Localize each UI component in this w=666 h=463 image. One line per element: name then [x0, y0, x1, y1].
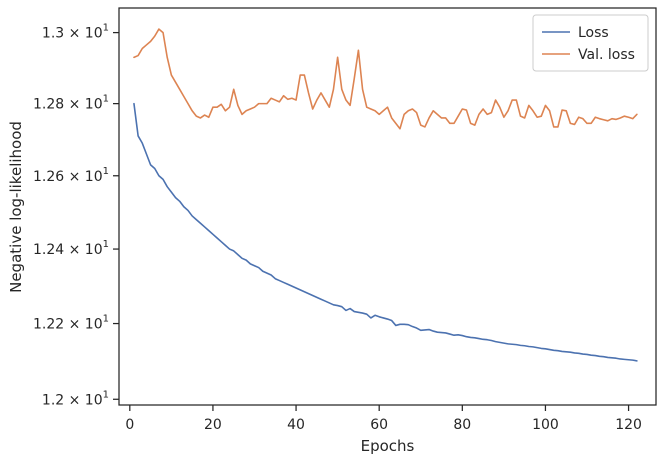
x-tick-label: 60: [370, 417, 388, 433]
plot-frame: [118, 7, 657, 406]
x-tick-label: 0: [125, 417, 134, 433]
y-tick-label: 1.2 × 101: [42, 389, 109, 408]
y-tick-label: 1.22 × 101: [33, 314, 109, 333]
plot-area: [119, 8, 656, 405]
x-tick-label: 100: [532, 417, 559, 433]
legend-box: [532, 14, 649, 72]
y-tick-label: 1.26 × 101: [33, 166, 109, 185]
legend-entry: Val. loss: [578, 47, 635, 63]
x-axis: 0 20 40 60 80 100 120: [125, 405, 642, 433]
x-tick-label: 120: [615, 417, 642, 433]
x-tick-label: 40: [287, 417, 305, 433]
legend: Loss Val. loss: [532, 14, 649, 72]
x-tick-label: 20: [204, 417, 222, 433]
series-line-1: [133, 102, 638, 362]
y-axis: 1.2 × 101 1.22 × 101 1.24 × 101 1.26 × 101 1…: [33, 23, 119, 408]
series-line-2: [133, 28, 638, 130]
y-tick-label: 1.24 × 101: [33, 239, 109, 258]
series-lines: [133, 28, 638, 362]
x-tick-label: 80: [453, 417, 471, 433]
y-tick-label: 1.28 × 101: [33, 94, 109, 113]
y-tick-label: 1.3 × 101: [42, 23, 109, 42]
legend-entry: Loss: [578, 25, 609, 41]
y-axis-label: Negative log-likelihood: [7, 121, 25, 293]
x-axis-label: Epochs: [361, 437, 415, 455]
